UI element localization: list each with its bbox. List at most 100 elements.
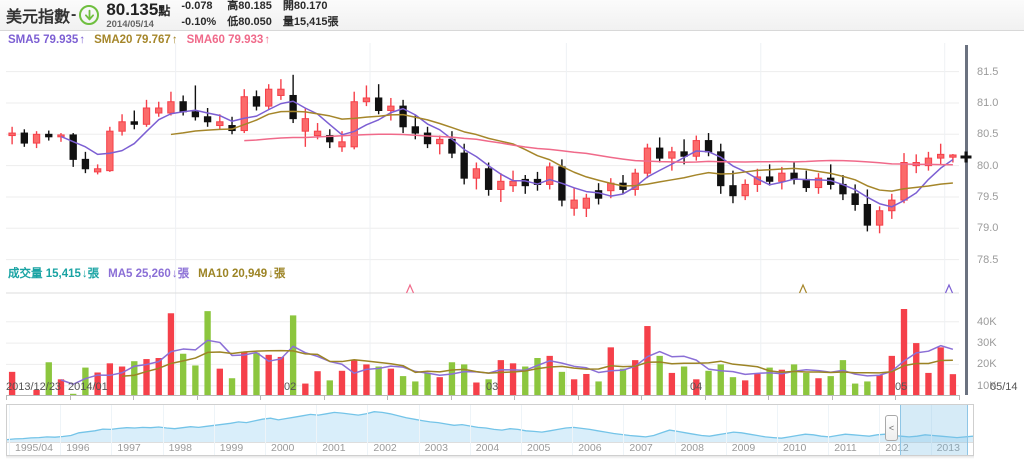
quote-header: 美元指數 - 80.135點 2014/05/14 -0.078 -0.10% …	[0, 0, 1024, 31]
legend-sma5-value: 79.935	[43, 34, 79, 46]
high-low-column: 高80.185 低80.050	[227, 0, 272, 31]
legend-vol-ma5: MA5 25,260張	[108, 265, 189, 281]
legend-volume-unit: 張	[87, 268, 100, 280]
overview-year-label: 1995/04	[15, 442, 53, 454]
date-axis-tick	[514, 395, 515, 400]
down-arrow-circle-icon	[79, 5, 100, 25]
header-dash: -	[71, 6, 77, 23]
legend-vol-ma5-label: MA5	[108, 268, 133, 280]
high-value: 高80.185	[227, 0, 272, 13]
overview-year-label: 2002	[373, 442, 397, 454]
overview-year-label: 2011	[834, 442, 857, 454]
overview-baseline	[7, 442, 973, 443]
overview-gridline	[60, 405, 62, 455]
overview-year-label: 2001	[322, 442, 346, 454]
volume-value: 量15,415張	[282, 16, 339, 28]
legend-volume-value: 15,415	[45, 268, 81, 280]
legend-volume-label: 成交量	[8, 268, 43, 280]
overview-gridline	[623, 405, 625, 455]
date-axis-tick	[133, 395, 134, 400]
overview-gridline	[316, 405, 318, 455]
date-axis-tick	[704, 395, 706, 400]
overview-year-label: 2010	[783, 442, 807, 454]
date-axis-tick	[958, 395, 960, 400]
date-axis-tick	[387, 395, 388, 400]
legend-vol-ma10-label: MA10	[198, 268, 229, 280]
date-axis-tick	[895, 395, 896, 400]
overview-year-label: 2004	[475, 442, 500, 454]
chart-area[interactable]: SMA5 79.935 SMA20 79.767 SMA60 79.933 成交…	[0, 31, 1024, 395]
overview-year-label: 2005	[527, 442, 551, 454]
date-axis-label: 05/14	[990, 381, 1018, 393]
date-axis: 2013/12/23 2014/01 02 03 04 05 05/14	[0, 381, 1024, 403]
overview-gridline	[265, 405, 266, 455]
overview-year-label: 1997	[117, 442, 141, 454]
price-axis-tick: 80.5	[977, 128, 999, 141]
overview-year-label: 2003	[424, 442, 448, 454]
volume-legend: 成交量 15,415 張 MA5 25,260張 MA10 20,949張	[8, 265, 294, 281]
overview-year-label: 2012	[885, 442, 909, 454]
overview-gridline	[162, 405, 164, 455]
legend-sma60-label: SMA60	[186, 34, 225, 46]
change-percent: -0.10%	[181, 16, 217, 28]
legend-volume: 成交量 15,415 張	[8, 265, 99, 281]
overview-gridline	[879, 405, 881, 455]
date-axis-tick	[6, 395, 7, 400]
price-axis-tick: 79.5	[977, 190, 999, 203]
overview-left-handle[interactable]: <	[885, 415, 898, 441]
legend-sma20-label: SMA20	[94, 34, 133, 46]
date-axis-tick	[323, 395, 325, 400]
overview-year-label: 1998	[168, 442, 192, 454]
date-axis-tick	[69, 395, 71, 400]
price-axis-tick: 79.0	[977, 222, 999, 235]
legend-sma60: SMA60 79.933	[187, 34, 271, 46]
quote-date: 2014/05/14	[106, 18, 154, 30]
date-axis-tick	[641, 395, 642, 400]
overview-gridline	[521, 405, 522, 455]
overview-gridline	[9, 405, 10, 455]
overview-year-label: 2009	[731, 442, 756, 454]
overview-gridline	[469, 405, 471, 455]
last-price: 80.135點	[106, 0, 171, 19]
price-volume-plot[interactable]	[0, 31, 965, 395]
overview-gridline	[930, 405, 932, 455]
legend-vol-ma5-value: 25,260	[135, 268, 171, 280]
price-axis-tick: 81.0	[977, 96, 999, 109]
date-axis-tick	[196, 395, 198, 400]
overview-shadow	[6, 456, 974, 459]
overview-year-label: 1999	[219, 442, 244, 454]
date-axis-tick	[768, 395, 769, 400]
date-axis-label: 2014/01	[68, 381, 108, 393]
overview-year-label: 2000	[271, 442, 295, 454]
overview-gridline	[828, 405, 830, 455]
date-axis-tick	[260, 395, 261, 400]
overview-gridline	[777, 405, 778, 455]
axis-separator	[965, 45, 968, 395]
overview-year-label: 2006	[578, 442, 602, 454]
overview-gridline	[213, 405, 215, 455]
date-axis-label: 04	[690, 381, 703, 393]
price-axis-tick: 78.5	[977, 253, 999, 266]
overview-selection[interactable]	[900, 405, 968, 455]
price-axis: 81.5 81.0 80.5 80.0 79.5 79.0 78.5 40K 30K 20K 10K	[965, 31, 1024, 395]
overview-gridline	[572, 405, 574, 455]
overview-year-label: 2008	[680, 442, 704, 454]
overview-year-label: 1996	[66, 442, 90, 454]
legend-sma60-value: 79.933	[228, 34, 264, 46]
legend-sma20-value: 79.767	[135, 34, 171, 46]
overview-gridline	[674, 405, 676, 455]
range-overview[interactable]: 1995/04 1996 1997 1998 1999 2000 2001 2002 2003 2…	[6, 404, 974, 456]
overview-year-label: 2007	[629, 442, 653, 454]
overview-sparkline	[7, 411, 973, 443]
volume-axis-tick: 10K	[977, 379, 997, 392]
overview-gridline	[367, 405, 369, 455]
date-axis-tick	[831, 395, 833, 400]
symbol-name: 美元指數	[6, 9, 71, 26]
date-axis-label: 03	[486, 381, 499, 393]
legend-sma5: SMA5 79.935	[8, 34, 85, 46]
date-axis-tick	[450, 395, 452, 400]
volume-axis-tick: 20K	[977, 358, 997, 371]
open-value: 開80.170	[282, 0, 328, 13]
date-axis-tick	[577, 395, 579, 400]
